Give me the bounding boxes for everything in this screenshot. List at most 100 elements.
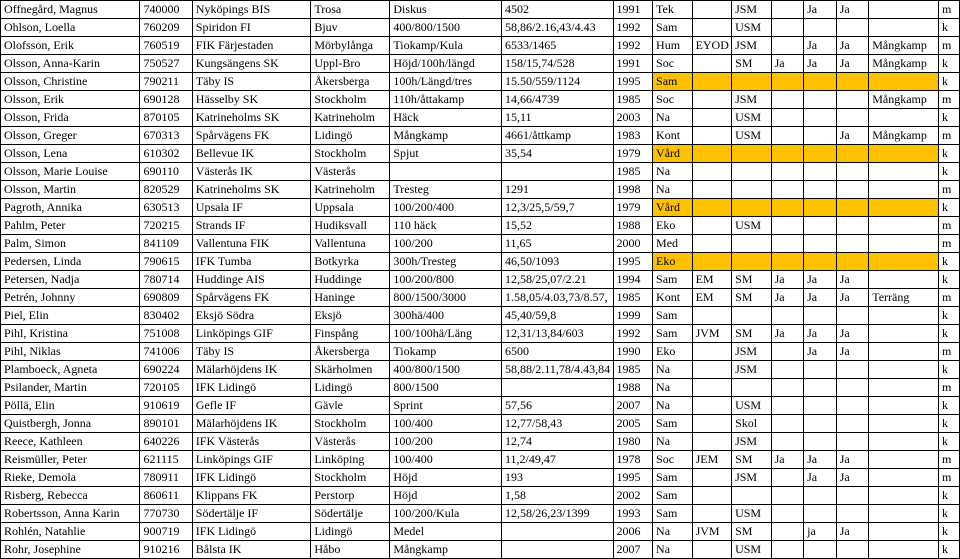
table-row: Olofsson, Erik760519FIK FärjestadenMörby… <box>1 37 960 55</box>
table-cell: Tresteg <box>390 181 502 199</box>
table-cell <box>804 217 837 235</box>
table-cell: Pöllä, Elin <box>1 397 140 415</box>
table-cell: Pahlm, Peter <box>1 217 140 235</box>
table-cell: USM <box>732 541 772 559</box>
table-cell: 6500 <box>501 343 613 361</box>
table-cell <box>771 163 804 181</box>
table-cell: Spårvägens FK <box>192 127 311 145</box>
table-cell <box>804 199 837 217</box>
table-cell: 11,2/49,47 <box>501 451 613 469</box>
table-row: Quistbergh, Jonna890101Mälarhöjdens IKSt… <box>1 415 960 433</box>
table-cell: Spårvägens FK <box>192 289 311 307</box>
table-cell: 770730 <box>140 505 192 523</box>
table-cell: 640226 <box>140 433 192 451</box>
table-cell: Hässelby SK <box>192 91 311 109</box>
table-cell <box>771 235 804 253</box>
table-cell: k <box>938 253 959 271</box>
table-cell: m <box>938 91 959 109</box>
table-cell: Lidingö <box>311 127 390 145</box>
table-cell: Olsson, Anna-Karin <box>1 55 140 73</box>
table-cell: 12,58/25,07/2.21 <box>501 271 613 289</box>
table-cell: 14,66/4739 <box>501 91 613 109</box>
table-cell: 2005 <box>613 415 653 433</box>
table-cell <box>771 217 804 235</box>
table-cell: 400/800/1500 <box>390 19 502 37</box>
table-cell <box>771 109 804 127</box>
table-cell <box>771 1 804 19</box>
table-cell <box>732 181 772 199</box>
table-cell <box>836 235 869 253</box>
table-cell <box>836 217 869 235</box>
table-row: Pihl, Kristina751008Linköpings GIFFinspå… <box>1 325 960 343</box>
table-cell: Ja <box>804 289 837 307</box>
table-cell: Petersen, Nadja <box>1 271 140 289</box>
table-cell: Vallentuna FIK <box>192 235 311 253</box>
table-cell <box>771 127 804 145</box>
table-cell: Mångkamp <box>869 37 939 55</box>
table-cell: Olsson, Christine <box>1 73 140 91</box>
table-cell: Vård <box>653 199 693 217</box>
table-cell: 1,58 <box>501 487 613 505</box>
table-cell: k <box>938 19 959 37</box>
table-cell: 58,86/2.16,43/4.43 <box>501 19 613 37</box>
table-cell <box>771 199 804 217</box>
table-cell <box>869 163 939 181</box>
table-cell: k <box>938 199 959 217</box>
table-cell <box>692 379 732 397</box>
table-cell: k <box>938 505 959 523</box>
table-cell: USM <box>732 397 772 415</box>
table-cell <box>869 451 939 469</box>
table-cell: IFK Tumba <box>192 253 311 271</box>
table-cell: 300h/Tresteg <box>390 253 502 271</box>
table-cell: Mångkamp <box>869 55 939 73</box>
table-cell <box>692 433 732 451</box>
table-cell: Na <box>653 361 693 379</box>
table-cell: 1993 <box>613 505 653 523</box>
table-cell: JSM <box>732 343 772 361</box>
table-cell: JSM <box>732 361 772 379</box>
table-cell <box>771 91 804 109</box>
table-cell: Linköpings GIF <box>192 451 311 469</box>
table-cell: 2002 <box>613 487 653 505</box>
table-cell <box>869 271 939 289</box>
table-cell: k <box>938 541 959 559</box>
table-cell <box>501 541 613 559</box>
table-cell: JSM <box>732 433 772 451</box>
table-cell: JSM <box>732 91 772 109</box>
table-cell: m <box>938 181 959 199</box>
table-cell: 4661/åttkamp <box>501 127 613 145</box>
table-row: Pahlm, Peter720215Strands IFHudiksvall11… <box>1 217 960 235</box>
table-cell: 860611 <box>140 487 192 505</box>
table-cell <box>836 163 869 181</box>
table-cell: JSM <box>732 1 772 19</box>
table-cell: m <box>938 469 959 487</box>
table-cell <box>804 145 837 163</box>
table-cell <box>692 307 732 325</box>
table-cell: Ja <box>836 451 869 469</box>
table-cell: Sam <box>653 325 693 343</box>
table-cell: Uppl-Bro <box>311 55 390 73</box>
table-cell: Reece, Kathleen <box>1 433 140 451</box>
table-cell: 193 <box>501 469 613 487</box>
table-cell: 1.58,05/4.03,73/8.57, <box>501 289 613 307</box>
table-cell <box>869 541 939 559</box>
table-cell: 690128 <box>140 91 192 109</box>
table-cell: Gefle IF <box>192 397 311 415</box>
table-cell: 1980 <box>613 433 653 451</box>
table-row: Offnegård, Magnus740000Nyköpings BISTros… <box>1 1 960 19</box>
table-cell: Plamboeck, Agneta <box>1 361 140 379</box>
table-cell: 720105 <box>140 379 192 397</box>
table-cell: m <box>938 37 959 55</box>
table-cell <box>804 19 837 37</box>
table-cell: m <box>938 1 959 19</box>
table-cell: Olsson, Frida <box>1 109 140 127</box>
table-cell: JVM <box>692 523 732 541</box>
table-cell: Ja <box>836 289 869 307</box>
table-cell <box>869 361 939 379</box>
table-cell: USM <box>732 19 772 37</box>
table-cell: Bjuv <box>311 19 390 37</box>
table-cell: Ja <box>804 271 837 289</box>
table-cell <box>804 73 837 91</box>
table-cell <box>692 505 732 523</box>
table-cell: 690809 <box>140 289 192 307</box>
